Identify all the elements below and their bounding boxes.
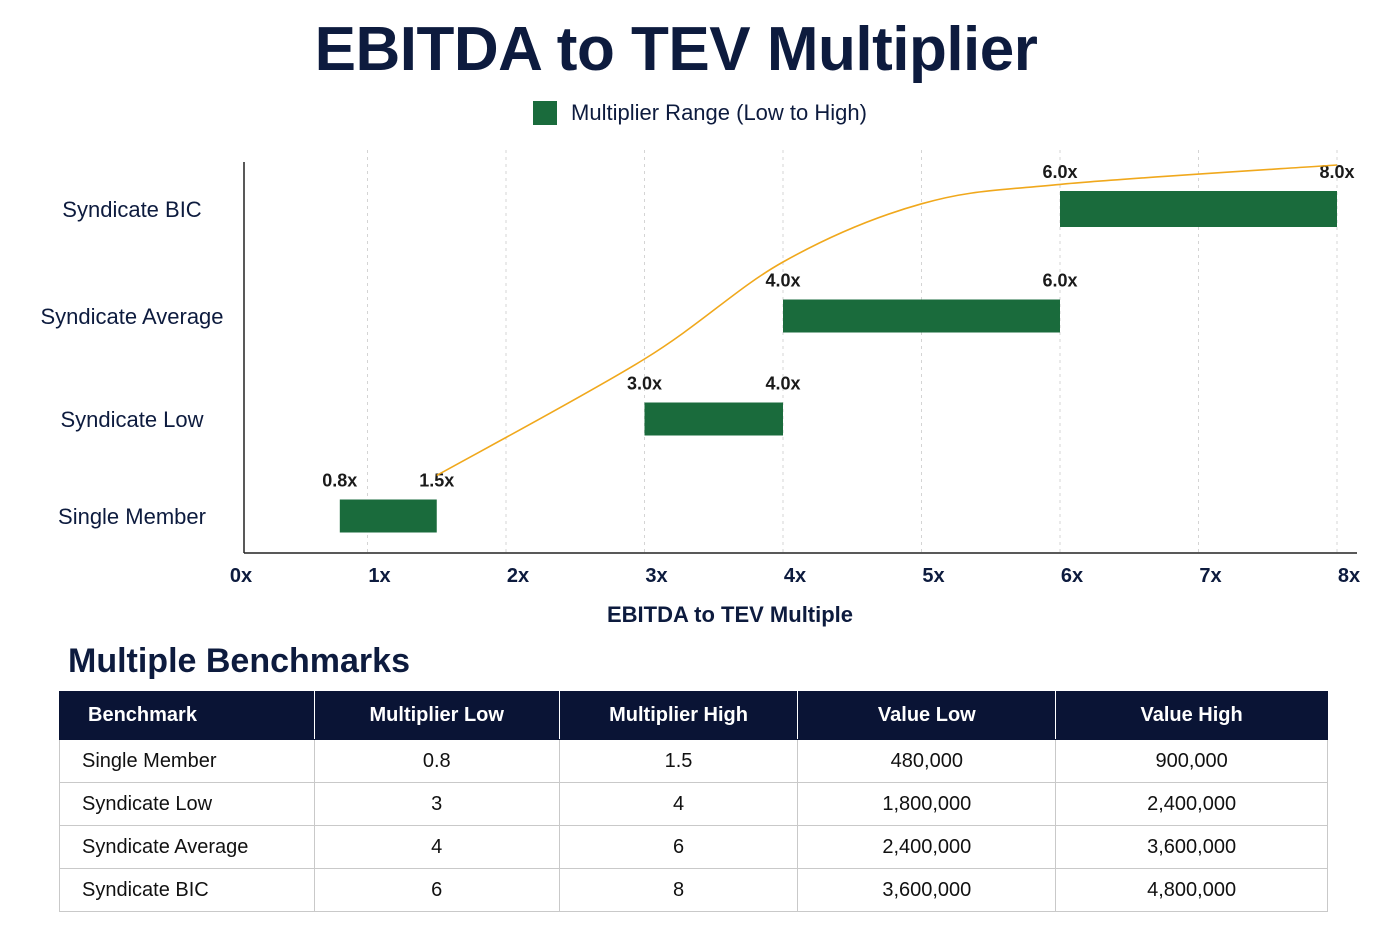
x-tick-label: 4x <box>784 565 806 587</box>
chart-title: EBITDA to TEV Multiplier <box>314 15 1038 84</box>
x-tick-label: 8x <box>1338 565 1360 587</box>
bar-low-label: 3.0x <box>627 374 662 394</box>
table-row: Syndicate BIC 6 8 3,600,000 4,800,000 <box>59 868 1328 912</box>
category-label: Single Member <box>58 504 206 529</box>
table-cell: 4 <box>313 825 560 869</box>
table-cell: Syndicate BIC <box>59 868 315 912</box>
table-row: Single Member 0.8 1.5 480,000 900,000 <box>59 739 1328 783</box>
benchmarks-table: Benchmark Multiplier Low Multiplier High… <box>59 691 1328 912</box>
table-row: Syndicate Low 3 4 1,800,000 2,400,000 <box>59 782 1328 826</box>
bar-high-label: 1.5x <box>419 471 454 491</box>
table-cell: Syndicate Low <box>59 782 315 826</box>
header-multiplier-low: Multiplier Low <box>313 691 560 740</box>
header-benchmark: Benchmark <box>59 691 315 740</box>
range-bar <box>783 299 1060 333</box>
table-cell: 480,000 <box>797 739 1057 783</box>
table-cell: Single Member <box>59 739 315 783</box>
header-multiplier-high: Multiplier High <box>558 691 799 740</box>
x-tick-label: 5x <box>922 565 944 587</box>
table-row: Syndicate Average 4 6 2,400,000 3,600,00… <box>59 825 1328 869</box>
range-bar <box>339 499 437 533</box>
category-label: Syndicate Average <box>40 304 223 329</box>
x-tick-label: 7x <box>1199 565 1221 587</box>
x-tick-label: 3x <box>645 565 667 587</box>
bar-low-label: 0.8x <box>322 471 357 491</box>
table-cell: 0.8 <box>313 739 560 783</box>
bar-low-label: 4.0x <box>765 271 800 291</box>
table-cell: 8 <box>558 868 799 912</box>
header-value-low: Value Low <box>797 691 1057 740</box>
bar-low-label: 6.0x <box>1042 162 1077 182</box>
category-label: Syndicate Low <box>60 407 203 432</box>
bar-high-label: 4.0x <box>765 374 800 394</box>
range-bar <box>1060 191 1337 227</box>
table-cell: 4 <box>558 782 799 826</box>
chart-legend: Multiplier Range (Low to High) <box>0 100 1400 126</box>
benchmarks-title: Multiple Benchmarks <box>68 642 410 680</box>
x-tick-label: 1x <box>368 565 390 587</box>
header-value-high: Value High <box>1055 691 1328 740</box>
bar-high-label: 8.0x <box>1319 162 1354 182</box>
table-cell: 2,400,000 <box>797 825 1057 869</box>
table-cell: 2,400,000 <box>1055 782 1328 826</box>
table-cell: Syndicate Average <box>59 825 315 869</box>
table-cell: 3,600,000 <box>1055 825 1328 869</box>
table-header-row: Benchmark Multiplier Low Multiplier High… <box>59 691 1328 740</box>
range-chart: 0x 1x 2x 3x 4x 5x 6x 7x 8x EBITDA to TEV Multiple… <box>40 150 1360 627</box>
table-cell: 1.5 <box>558 739 799 783</box>
trend-line <box>436 164 1338 477</box>
table-cell: 1,800,000 <box>797 782 1057 826</box>
legend-label: Multiplier Range (Low to High) <box>571 100 867 125</box>
legend-swatch <box>533 101 558 125</box>
bar-high-label: 6.0x <box>1042 271 1077 291</box>
table-cell: 900,000 <box>1055 739 1328 783</box>
table-cell: 6 <box>313 868 560 912</box>
range-bar <box>644 402 783 436</box>
table-cell: 4,800,000 <box>1055 868 1328 912</box>
table-cell: 3 <box>313 782 560 826</box>
table-cell: 3,600,000 <box>797 868 1057 912</box>
table-cell: 6 <box>558 825 799 869</box>
x-axis-label: EBITDA to TEV Multiple <box>607 602 853 627</box>
x-tick-label: 0x <box>230 565 252 587</box>
x-tick-label: 6x <box>1061 565 1083 587</box>
category-label: Syndicate BIC <box>62 197 202 222</box>
x-tick-label: 2x <box>507 565 529 587</box>
